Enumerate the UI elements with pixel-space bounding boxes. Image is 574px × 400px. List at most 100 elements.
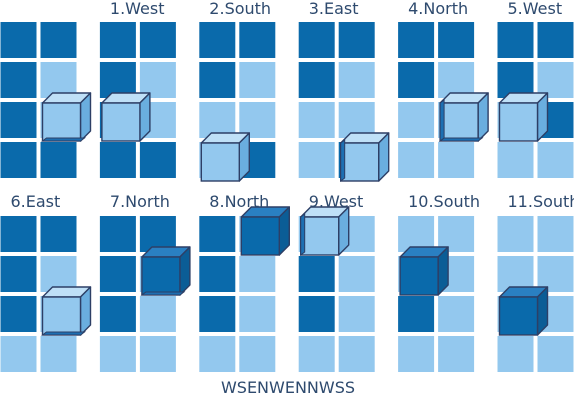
cube-bottom-edge	[140, 291, 186, 296]
step-panel: 9.West	[298, 192, 375, 372]
step-label: 1.West	[110, 0, 165, 18]
cube	[41, 286, 92, 336]
step-panel: 6.East	[0, 192, 92, 372]
grid-cell-light	[239, 296, 276, 332]
grid-cell-light	[537, 336, 574, 372]
step-label: 9.West	[309, 192, 364, 211]
cube	[438, 92, 489, 142]
step-panel: 11.South	[497, 192, 574, 372]
initial-state-panel	[0, 22, 92, 178]
step-label: 10.South	[408, 192, 480, 211]
grid-cell-light	[139, 336, 176, 372]
grid-cell-dark	[239, 22, 276, 58]
grid-cell-dark	[139, 22, 176, 58]
cube	[41, 92, 92, 142]
grid-cell-light	[40, 62, 77, 98]
grid-cell-dark	[139, 216, 176, 252]
grid-cell-dark	[537, 22, 574, 58]
grid-cell-dark	[298, 22, 335, 58]
step-panel: 3.East	[298, 0, 390, 182]
grid-cell-dark	[40, 142, 77, 178]
cube-front-face	[141, 256, 181, 296]
step-panel: 2.South	[199, 0, 276, 182]
cube-bottom-edge	[438, 137, 484, 142]
grid-cell-light	[298, 336, 335, 372]
grid-cell-light	[398, 216, 435, 252]
step-panel: 1.West	[99, 0, 176, 178]
grid-cell-dark	[398, 296, 435, 332]
grid-cell-dark	[40, 22, 77, 58]
grid-cell-light	[139, 62, 176, 98]
cube-bottom-edge	[41, 137, 86, 142]
cube-left-edge	[439, 99, 445, 142]
grid-cell-dark	[99, 22, 136, 58]
grid-cell-dark	[139, 142, 176, 178]
grid-cell-light	[99, 336, 136, 372]
grid-cell-dark	[298, 256, 335, 292]
grid-cell-dark	[199, 296, 236, 332]
grid-cell-light	[338, 62, 375, 98]
grid-cell-light	[537, 142, 574, 178]
grid-cell-dark	[338, 22, 375, 58]
cube	[200, 132, 251, 182]
grid-cell-dark	[497, 62, 534, 98]
cube-front-face	[200, 142, 241, 182]
grid-cell-dark	[0, 22, 37, 58]
grid-cell-light	[398, 102, 435, 138]
grid-cell-dark	[0, 216, 37, 252]
grid-cell-dark	[398, 62, 435, 98]
grid-cell-light	[298, 142, 335, 178]
step-label: 6.East	[11, 192, 61, 211]
cube	[498, 286, 549, 336]
cube-left-edge	[340, 139, 346, 182]
step-label: 8.North	[209, 192, 269, 211]
cube-front-face	[498, 296, 539, 336]
cube	[498, 92, 549, 142]
grid-cell-dark	[298, 62, 335, 98]
grid-cell-light	[438, 216, 475, 252]
grid-cell-light	[139, 296, 176, 332]
grid-cell-dark	[99, 256, 136, 292]
grid-cell-dark	[99, 216, 136, 252]
grid-cell-light	[438, 142, 475, 178]
step-label: 3.East	[309, 0, 359, 18]
grid-cell-light	[239, 102, 276, 138]
grid-cell-dark	[99, 142, 136, 178]
cube-front-face	[240, 216, 281, 256]
grid-cell-dark	[438, 22, 475, 58]
step-panel: 10.South	[398, 192, 480, 372]
grid-cell-light	[239, 62, 276, 98]
cube-front-face	[101, 102, 141, 142]
cube	[101, 92, 151, 142]
grid-cell-light	[338, 336, 375, 372]
step-panel: 5.West	[497, 0, 574, 178]
step-panel: 8.North	[199, 192, 290, 372]
grid-cell-light	[537, 256, 574, 292]
grid-cell-light	[40, 256, 77, 292]
grid-cell-dark	[0, 256, 37, 292]
grid-cell-light	[398, 336, 435, 372]
cube-front-face	[41, 102, 82, 142]
grid-cell-light	[497, 256, 534, 292]
grid-cell-light	[537, 216, 574, 252]
cube-front-face	[439, 102, 479, 142]
grid-cell-dark	[99, 296, 136, 332]
grid-cell-light	[199, 102, 236, 138]
grid-cell-dark	[199, 216, 236, 252]
cube	[300, 206, 350, 256]
grid-cell-dark	[40, 216, 77, 252]
grid-cell-dark	[497, 22, 534, 58]
grid-cell-light	[438, 296, 475, 332]
sequence-caption: WSENWENNWSS	[221, 378, 355, 397]
step-label: 11.South	[508, 192, 574, 211]
grid-cell-dark	[0, 62, 37, 98]
grid-cell-light	[438, 336, 475, 372]
step-label: 5.West	[508, 0, 563, 18]
grid-cell-dark	[199, 22, 236, 58]
grid-cell-light	[497, 142, 534, 178]
cube-front-face	[340, 142, 380, 182]
step-panel: 4.North	[398, 0, 489, 178]
grid-cell-light	[438, 62, 475, 98]
step-label: 2.South	[209, 0, 271, 18]
